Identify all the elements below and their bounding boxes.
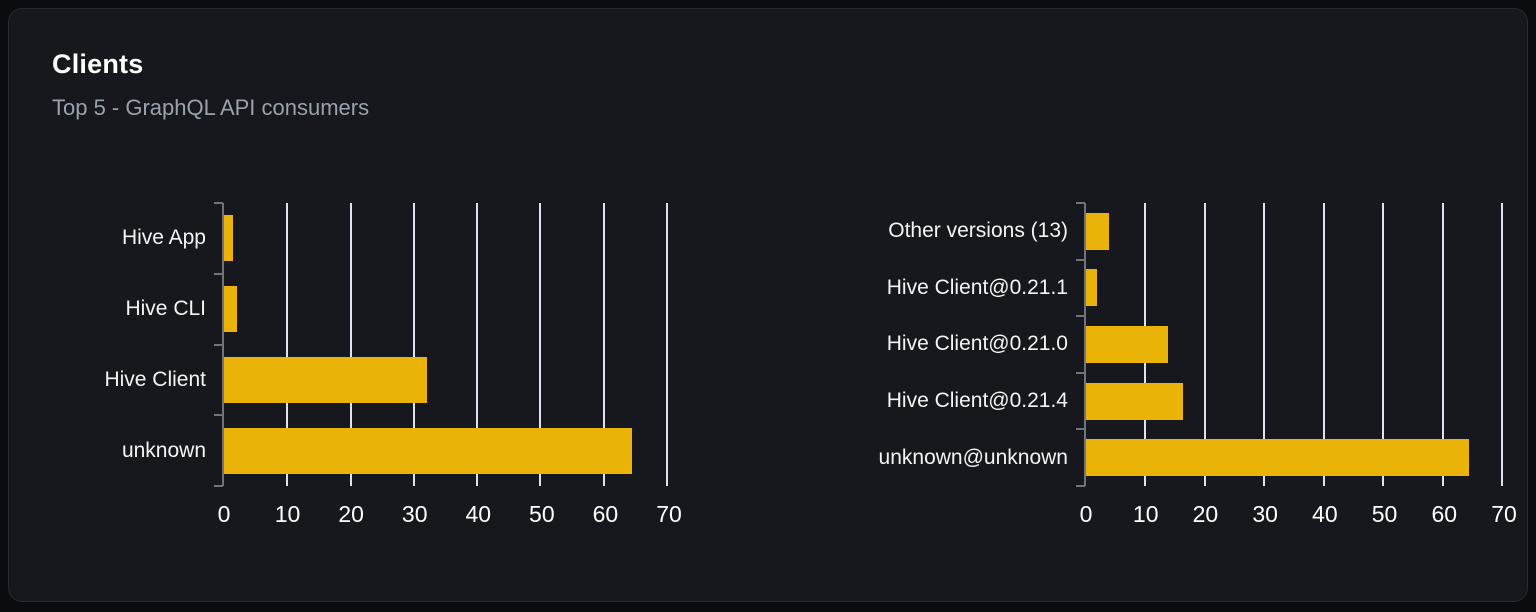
bar-hive-client-0-21-0[interactable] bbox=[1086, 326, 1168, 363]
x-tick-label-20: 20 bbox=[1192, 501, 1219, 527]
x-tick-label-30: 30 bbox=[1252, 501, 1278, 527]
client-versions-bar-chart: Other versions (13) Hive Client@0.21.1 Hiv… bbox=[834, 202, 1517, 537]
x-tick-label-50: 50 bbox=[1371, 501, 1398, 527]
bar-unknown-unknown[interactable] bbox=[1086, 439, 1469, 477]
axis-tick bbox=[1076, 202, 1085, 204]
clients-bar-chart: Hive App Hive CLI Hive Client unknown 0 10 20 3… bbox=[52, 202, 682, 537]
x-tick-label-40: 40 bbox=[1312, 501, 1338, 527]
x-tick-label-60: 60 bbox=[592, 501, 619, 527]
axis-tick bbox=[1076, 258, 1085, 261]
category-label-hive-app: Hive App bbox=[121, 226, 206, 250]
bar-hive-client[interactable] bbox=[224, 356, 428, 403]
x-tick-label-20: 20 bbox=[338, 501, 364, 527]
y-axis-labels: Hive App Hive CLI Hive Client unknown bbox=[52, 203, 222, 486]
x-tick-label-10: 10 bbox=[274, 501, 301, 527]
axis-tick bbox=[214, 202, 223, 204]
grid-line bbox=[539, 203, 542, 486]
x-axis-labels: 0 10 20 30 40 50 60 70 bbox=[1080, 501, 1517, 537]
axis-tick bbox=[1076, 371, 1085, 374]
charts-row: Hive App Hive CLI Hive Client unknown 0 10 20 3… bbox=[52, 202, 1517, 537]
x-tick-label-0: 0 bbox=[217, 501, 231, 527]
axis-tick bbox=[1076, 485, 1085, 487]
category-label-hive-client-0-21-1: Hive Client@0.21.1 bbox=[886, 275, 1068, 299]
axis-tick bbox=[214, 272, 223, 275]
category-label-unknown: unknown bbox=[121, 438, 206, 462]
x-tick-label-40: 40 bbox=[465, 501, 492, 527]
axis-tick bbox=[214, 343, 223, 346]
plot-area-wrap: 0 10 20 30 40 50 60 70 bbox=[1076, 202, 1517, 537]
x-tick-label-70: 70 bbox=[1491, 501, 1517, 527]
plot-area bbox=[1076, 202, 1503, 487]
bar-hive-cli[interactable] bbox=[224, 286, 238, 333]
x-tick-label-10: 10 bbox=[1132, 501, 1159, 527]
axis-tick bbox=[214, 414, 223, 417]
bar-unknown[interactable] bbox=[224, 427, 632, 474]
bar-other-versions-13[interactable] bbox=[1086, 212, 1110, 250]
grid-line bbox=[602, 203, 605, 486]
bar-hive-app[interactable] bbox=[224, 215, 234, 262]
axis-tick bbox=[1076, 315, 1085, 318]
category-label-hive-client-0-21-4: Hive Client@0.21.4 bbox=[886, 389, 1068, 413]
category-label-hive-client-0-21-0: Hive Client@0.21.0 bbox=[886, 332, 1068, 356]
grid-line bbox=[476, 203, 479, 486]
grid-line bbox=[1322, 203, 1325, 486]
category-label-other-versions-13: Other versions (13) bbox=[888, 219, 1068, 243]
bar-hive-client-0-21-4[interactable] bbox=[1086, 382, 1184, 420]
grid-line bbox=[412, 203, 415, 486]
x-tick-label-0: 0 bbox=[1079, 501, 1093, 527]
plot-area-wrap: 0 10 20 30 40 50 60 70 bbox=[214, 202, 682, 537]
grid-line bbox=[286, 203, 289, 486]
axis-tick bbox=[214, 485, 223, 487]
axis-tick bbox=[1076, 428, 1085, 431]
x-tick-label-50: 50 bbox=[529, 501, 555, 527]
grid-line bbox=[1501, 203, 1503, 486]
x-tick-label-70: 70 bbox=[656, 501, 682, 527]
x-tick-label-30: 30 bbox=[401, 501, 428, 527]
plot-area bbox=[214, 202, 668, 487]
category-label-hive-cli: Hive CLI bbox=[125, 297, 206, 321]
card-title: Clients bbox=[52, 49, 144, 79]
grid-line bbox=[666, 203, 668, 486]
grid-line bbox=[1441, 203, 1444, 486]
grid-line bbox=[1203, 203, 1206, 486]
y-axis-labels: Other versions (13) Hive Client@0.21.1 Hiv… bbox=[834, 203, 1084, 486]
card-subtitle: Top 5 - GraphQL API consumers bbox=[52, 95, 370, 120]
category-label-hive-client: Hive Client bbox=[104, 367, 206, 391]
category-label-unknown-unknown: unknown@unknown bbox=[878, 445, 1068, 469]
grid-line bbox=[1263, 203, 1266, 486]
bar-hive-client-0-21-1[interactable] bbox=[1086, 269, 1097, 307]
x-axis-labels: 0 10 20 30 40 50 60 70 bbox=[218, 501, 682, 537]
clients-card: Clients Top 5 - GraphQL API consumers Hi… bbox=[8, 8, 1528, 602]
x-tick-label-60: 60 bbox=[1431, 501, 1458, 527]
grid-line bbox=[349, 203, 352, 486]
grid-line bbox=[1382, 203, 1385, 486]
